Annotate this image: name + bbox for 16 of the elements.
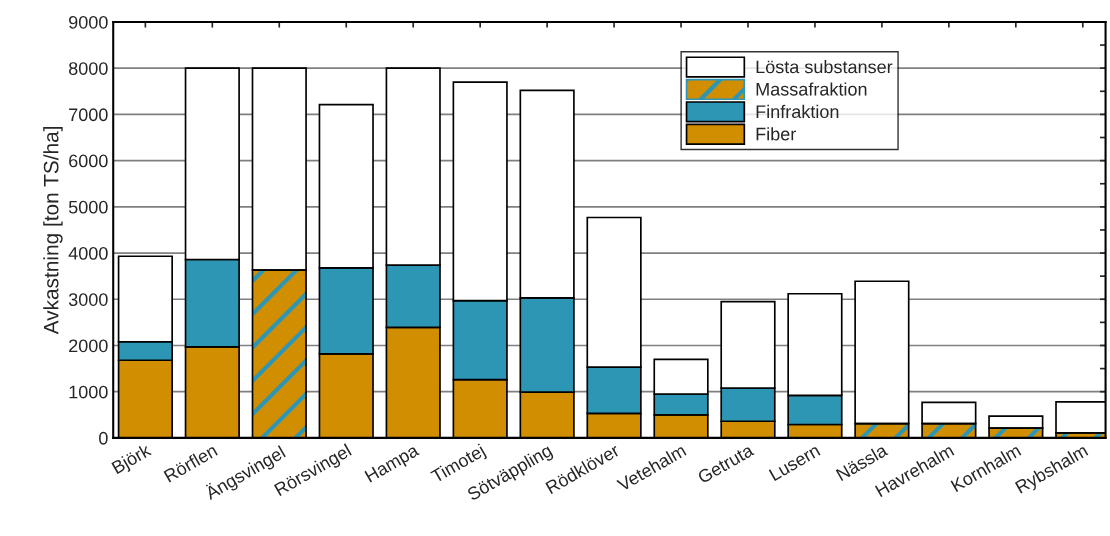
legend-label: Finfraktion: [756, 104, 839, 119]
y-tick-label: 3000: [68, 293, 108, 306]
y-axis-title: Avkastning [ton TS/ha]: [43, 126, 63, 335]
y-tick-label: 5000: [68, 200, 108, 214]
y-tick-label: 1000: [69, 385, 108, 399]
y-tick-label: 8000: [68, 62, 108, 75]
x-tick-label: Björk: [111, 442, 154, 478]
y-tick-label: 2000: [69, 339, 108, 353]
y-tick-label: 6000: [69, 154, 108, 168]
y-tick-label: 7000: [69, 108, 108, 122]
y-tick-label: 4000: [68, 246, 108, 260]
legend-label: Fiber: [756, 127, 796, 141]
legend-label: Massafraktion: [756, 82, 867, 96]
legend-label: Lösta substanser: [756, 60, 893, 74]
y-tick-label: 9000: [69, 15, 108, 29]
y-tick-label: 0: [99, 431, 108, 445]
